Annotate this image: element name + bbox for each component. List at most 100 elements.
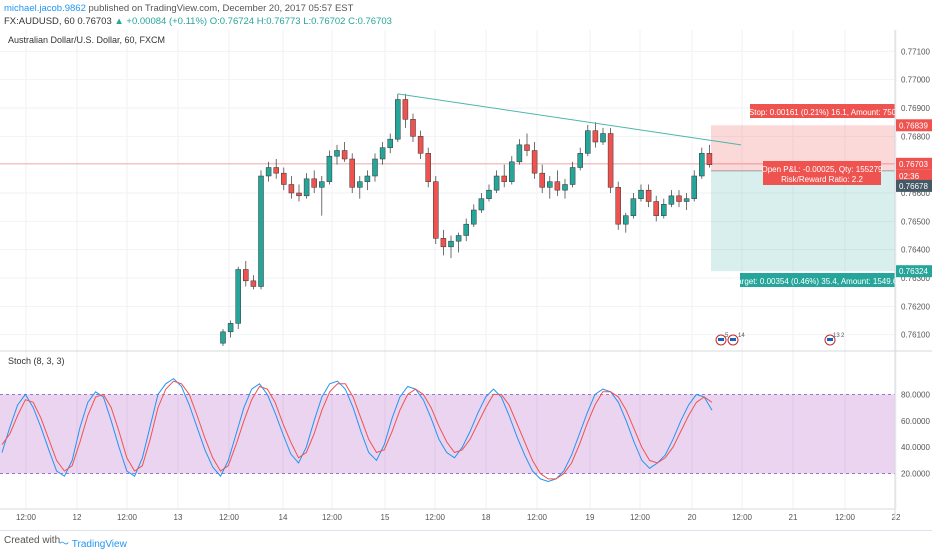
time-tick-label: 12:00 — [630, 513, 651, 522]
stochastic-pane[interactable] — [0, 377, 895, 483]
price-tick-label: 0.77000 — [901, 76, 930, 85]
svg-text:Target: 0.00354 (0.46%) 35.4,: Target: 0.00354 (0.46%) 35.4, Amount: 15… — [733, 277, 902, 286]
candle — [387, 133, 393, 154]
stoch-k-line — [1, 377, 713, 483]
candle — [645, 184, 652, 208]
event-count: 13 — [833, 333, 840, 339]
candle — [296, 184, 302, 202]
svg-text:Stop: 0.00161 (0.21%) 16.1, Am: Stop: 0.00161 (0.21%) 16.1, Amount: 750 — [749, 108, 897, 117]
time-tick-label: 12:00 — [219, 513, 240, 522]
event-count: 2 — [841, 333, 845, 339]
economic-events[interactable]: 5 14 13 2 — [715, 333, 845, 346]
price-tick-label: 0.76300 — [901, 274, 930, 283]
candle — [258, 170, 264, 290]
event-count: 5 — [725, 333, 729, 339]
candle — [395, 93, 401, 142]
candle — [273, 159, 279, 179]
price-tick-label: 0.76400 — [901, 246, 930, 255]
chart-canvas[interactable]: Australian Dollar/U.S. Dollar, 60, FXCM … — [0, 30, 932, 530]
candle — [341, 142, 348, 162]
symbol[interactable]: FX:AUDUSD, 60 — [4, 16, 75, 27]
stoch-tick-label: 20.0000 — [901, 470, 930, 479]
candle — [440, 229, 447, 256]
trendline[interactable] — [397, 93, 742, 146]
publish-info: published on TradingView.com, December 2… — [88, 3, 354, 14]
candle — [364, 170, 371, 191]
candle — [319, 176, 325, 216]
stoch-band — [0, 394, 895, 474]
stop-price-label — [896, 119, 932, 132]
price-tick-label: 0.76500 — [901, 217, 930, 226]
time-tick-label: 12:00 — [835, 513, 856, 522]
candle — [653, 195, 659, 222]
stoch-tick-label: 60.0000 — [901, 417, 930, 426]
target-zone[interactable] — [711, 170, 895, 272]
time-tick-label: 19 — [586, 513, 595, 522]
candle — [623, 212, 629, 233]
stoch-pane-title: Stoch (8, 3, 3) — [8, 356, 65, 366]
ohlc-values: O:0.76724 H:0.76773 L:0.76702 C:0.76703 — [209, 16, 392, 27]
candle — [326, 150, 333, 185]
stoch-tick-label: 80.0000 — [901, 390, 930, 399]
countdown-label — [896, 169, 932, 182]
stoch-axis[interactable]: 80.0000 60.0000 40.0000 20.0000 — [901, 390, 930, 478]
candle — [288, 176, 295, 199]
time-tick-label: 15 — [381, 513, 390, 522]
price-tick-label: 0.76200 — [901, 302, 930, 311]
candle — [243, 261, 249, 287]
candle — [357, 176, 363, 199]
price-change: +0.00084 (+0.11%) — [126, 16, 208, 27]
candle — [402, 93, 409, 128]
candle — [668, 190, 675, 208]
time-axis[interactable]: 12:00 12 12:00 13 12:00 14 12:00 15 12:00 18 12:00… — [16, 513, 901, 522]
pnl-info-label[interactable]: Open P&L: -0.00025, Qty: 155279Risk/Rewa… — [762, 161, 884, 185]
author-link[interactable]: michael.jacob.9862 — [4, 3, 86, 14]
target-info-label[interactable]: Target: 0.00354 (0.46%) 35.4, Amount: 15… — [733, 273, 902, 287]
price-pane-title: Australian Dollar/U.S. Dollar, 60, FXCM — [8, 35, 165, 45]
stop-price-label-text: 0.76839 — [899, 121, 928, 130]
stoch-d-line — [1, 380, 713, 480]
time-tick-label: 12:00 — [322, 513, 343, 522]
candle — [509, 156, 515, 185]
publish-line: michael.jacob.9862 published on TradingV… — [4, 3, 353, 14]
price-tick-label: 0.76900 — [901, 104, 930, 113]
candle — [562, 178, 568, 199]
time-tick-label: 12:00 — [732, 513, 753, 522]
last-price-label-text: 0.76703 — [899, 160, 928, 169]
entry-price-label — [896, 179, 932, 192]
candle — [235, 266, 241, 329]
target-price-label-text: 0.76324 — [899, 267, 928, 276]
price-pane[interactable] — [0, 30, 895, 351]
svg-text:Risk/Reward Ratio: 2.2: Risk/Reward Ratio: 2.2 — [781, 175, 863, 184]
target-price-label — [896, 265, 932, 278]
up-arrow-icon: ▲ — [114, 16, 124, 27]
time-tick-label: 12:00 — [16, 513, 37, 522]
candle — [281, 167, 287, 191]
footer: Created with 〜 TradingView — [0, 530, 932, 551]
candle — [250, 275, 257, 290]
candle — [531, 142, 538, 179]
stop-info-label[interactable]: Stop: 0.00161 (0.21%) 16.1, Amount: 750 — [749, 104, 897, 118]
time-tick-label: 14 — [279, 513, 288, 522]
tradingview-logo[interactable]: 〜 TradingView — [59, 539, 127, 550]
price-tick-label: 0.76600 — [901, 189, 930, 198]
price-axis[interactable]: 0.771000.770000.769000.768000.767000.766… — [901, 47, 930, 339]
time-tick-label: 12:00 — [527, 513, 548, 522]
candle — [547, 176, 553, 199]
candle — [334, 144, 340, 165]
event-count: 14 — [738, 333, 745, 339]
candle — [676, 190, 682, 208]
candle — [638, 184, 644, 202]
candle — [220, 329, 226, 346]
svg-text:Open P&L: -0.00025, Qty: 15527: Open P&L: -0.00025, Qty: 155279 — [762, 165, 884, 174]
price-tick-label: 0.76100 — [901, 331, 930, 340]
candle — [227, 320, 234, 338]
stoch-tick-label: 40.0000 — [901, 443, 930, 452]
candle — [600, 127, 606, 145]
candle — [699, 147, 705, 179]
price-tick-label: 0.76800 — [901, 132, 930, 141]
candle — [471, 204, 477, 227]
candle — [379, 142, 386, 165]
last-price: 0.76703 — [77, 16, 112, 27]
candle — [349, 153, 355, 193]
